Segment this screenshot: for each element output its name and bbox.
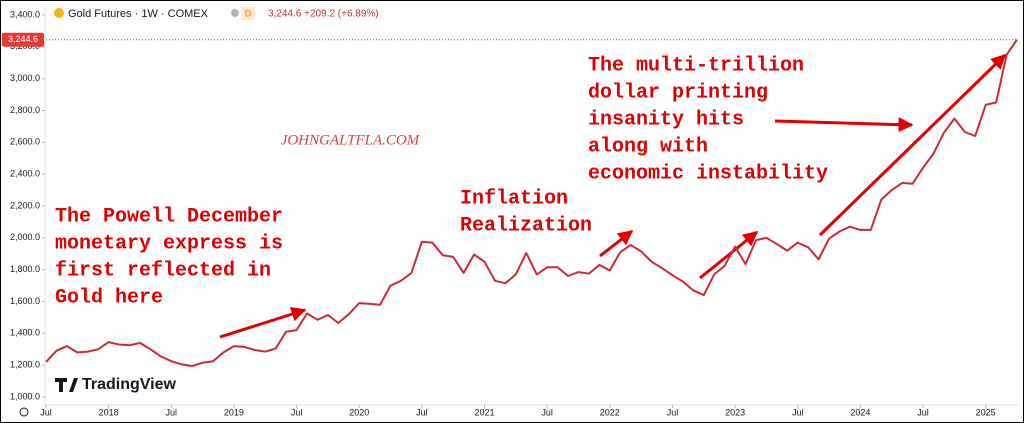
y-tick-label: 2,600.0 [10,137,40,147]
y-tick-label: 1,600.0 [10,296,40,306]
y-tick-label: 2,000.0 [10,232,40,242]
quote: 3,244.6 +209.2 (+6.89%) [268,9,379,20]
settings-icon [19,407,29,417]
annotation-line: economic instability [588,162,828,185]
x-tick-label: 2021 [475,407,495,417]
y-tick-label: 3,000.0 [10,73,40,83]
annotation-line: dollar printing [588,81,768,104]
x-tick-label: Jul [541,407,553,417]
arrow [699,230,759,280]
annotation-line: Inflation [460,187,568,210]
x-tick-label: Jul [40,407,52,417]
logo-icon [55,378,78,392]
symbol-icon [54,8,64,18]
symbol-title: Gold Futures · 1W · COMEX [68,8,209,20]
x-tick-label: Jul [166,407,178,417]
annotation: The multi-trillion dollar printing insanit… [588,54,828,185]
annotation-line: monetary express is [55,232,283,255]
x-tick-label: Jul [667,407,679,417]
arrow [219,306,307,339]
x-tick-label: Jul [416,407,428,417]
annotation: The Powell December monetary express is fi… [55,205,283,309]
annotation-line: The multi-trillion [588,54,804,77]
last-price-box [2,32,44,47]
y-tick-label: 2,800.0 [10,105,40,115]
y-tick-label: 1,800.0 [10,264,40,274]
annotation-line: insanity hits [588,108,744,131]
annotation: Inflation Realization [460,187,592,237]
x-tick-label: Jul [291,407,303,417]
arrows [219,53,1007,339]
arrow [818,53,1007,237]
y-tick-label: 1,400.0 [10,328,40,338]
badge-box [241,7,255,20]
x-tick-label: 2024 [850,407,870,417]
x-tick-label: Jul [792,407,804,417]
last-price-label: 3,244.6 [8,34,38,44]
arrow [599,229,634,258]
x-tick-label: 2022 [600,407,620,417]
annotation-line: along with [588,135,708,158]
x-tick-label: 2018 [99,407,119,417]
x-tick-label: Jul [917,407,929,417]
annotation-line: first reflected in [55,259,271,282]
y-tick-label: 3,400.0 [10,9,40,19]
badge: D [245,8,252,18]
y-tick-label: 2,200.0 [10,200,40,210]
watermark: JOHNGALTFLA.COM [281,132,421,148]
y-tick-label: 1,200.0 [10,360,40,370]
x-tick-label: 2023 [725,407,745,417]
status-dot [231,9,239,17]
y-tick-label: 1,000.0 [10,391,40,401]
y-tick-label: 2,400.0 [10,169,40,179]
price-line [45,39,1018,367]
annotation-line: The Powell December [55,205,283,228]
x-tick-label: 2025 [976,407,996,417]
logo-text: TradingView [82,376,177,393]
annotation-line: Gold here [55,286,163,309]
annotation-line: Realization [460,214,592,237]
x-tick-label: 2019 [224,407,244,417]
arrow [774,117,914,133]
x-tick-label: 2020 [349,407,369,417]
logo: TradingView [55,376,177,393]
